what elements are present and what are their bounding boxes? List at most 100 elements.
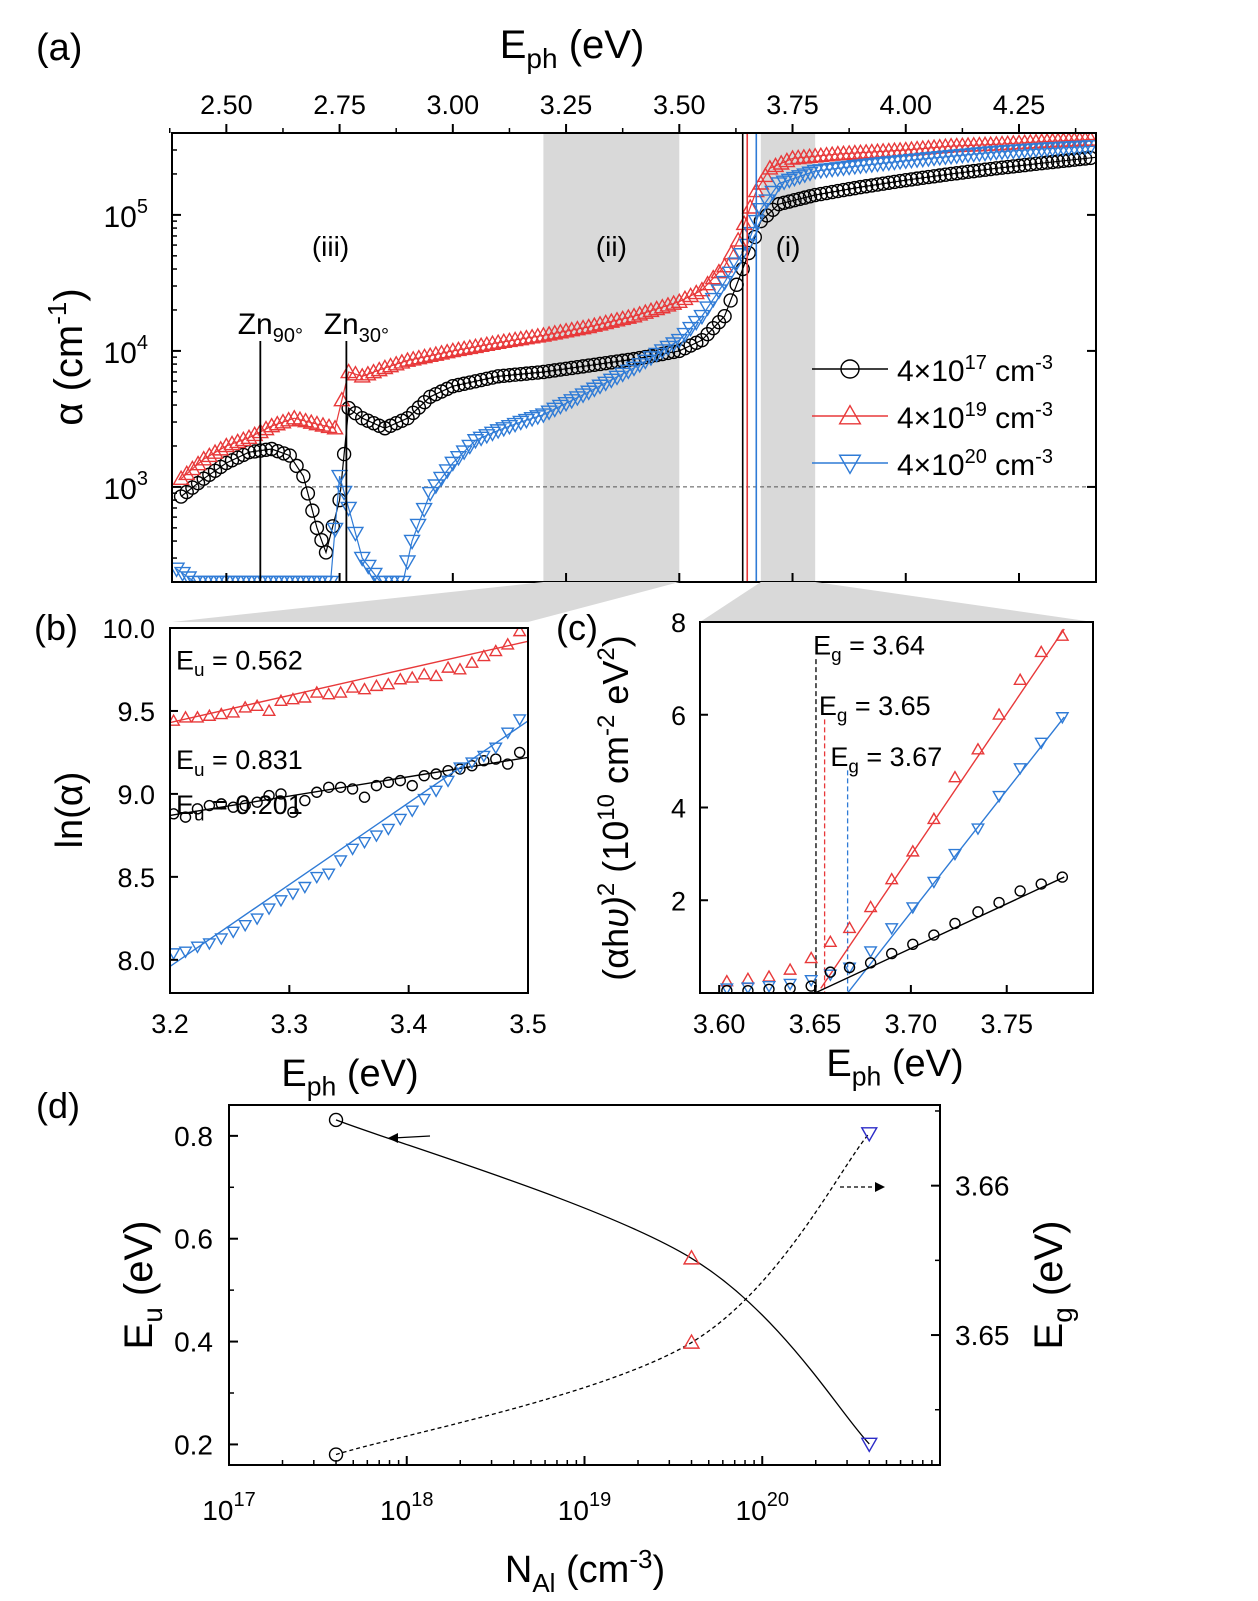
text-span: 10 [380,1495,411,1526]
data-point [502,368,517,383]
data-point [536,364,551,380]
x-tick-label: 4.25 [993,90,1046,120]
data-point [282,448,297,463]
data-point [353,367,371,383]
data-point [551,323,570,339]
data-point [563,321,581,337]
legend: 4×1017 cm-34×1019 cm-34×1020 cm-3 [812,352,1053,482]
annotation: Eu = 0.562 [176,645,303,681]
data-point [512,330,530,346]
data-point [472,336,490,353]
data-point [461,338,479,355]
data-point [715,275,734,292]
data-point [381,823,396,836]
legend-marker [838,404,862,425]
data-point [568,320,587,336]
data-point [540,325,558,341]
panel-label: (c) [556,607,598,648]
data-point [334,781,347,793]
legend-marker [840,359,860,379]
data-point [926,876,941,889]
data-point [203,799,216,812]
y-axis-title: (αhυ)2 (1010 cm-2 eV2) [593,635,636,980]
data-point [604,355,619,370]
data-point [333,855,348,868]
legend-marker [838,454,862,475]
zoom-wedge [700,582,1093,622]
data-point [553,362,568,377]
data-point [989,161,1004,176]
x-tick-label: 3.4 [390,1009,428,1039]
x-tick-label: 1018 [380,1489,433,1526]
data-point [370,361,388,377]
data-point [841,181,857,197]
series [328,1112,878,1453]
data-point [405,805,420,818]
text-span: cm [987,402,1035,435]
text-span: 2 [593,883,620,896]
data-point [359,365,377,381]
text-span: 4×10 [897,449,965,482]
data-point [766,156,785,173]
data-point [421,486,439,503]
data-point [381,357,400,373]
data-point [796,168,814,184]
text-span: E [176,645,194,675]
data-point [776,195,792,211]
data-point [178,710,193,723]
y-axis-title-left: Eu (eV) [117,1221,168,1350]
data-point [530,365,545,380]
data-point [394,575,412,582]
data-point [345,680,360,693]
data-point [804,951,819,964]
data-point [311,786,323,798]
data-point [608,311,626,327]
data-point [843,961,856,974]
data-point [698,301,717,317]
data-point [597,314,615,330]
data-point [305,503,320,518]
series [172,133,1096,485]
data-point [179,811,192,823]
data-point [285,888,300,901]
text-span: -1 [42,302,72,325]
data-point [478,335,496,352]
data-point [357,682,372,695]
data-point [418,769,430,782]
data-point [682,1333,701,1349]
text-span: u [194,805,205,826]
data-point [191,803,204,815]
x-tick-label: 1017 [202,1489,255,1526]
data-point [512,714,527,727]
data-point [625,307,643,323]
text-span: g [837,706,848,727]
data-point [445,379,461,394]
data-point [992,790,1007,804]
data-point [215,798,228,810]
data-point [275,788,287,800]
data-point [405,670,420,683]
text-span: 20 [965,446,987,468]
series [170,628,528,726]
data-point [309,520,325,536]
data-point [764,185,782,202]
data-point [444,342,462,358]
data-point [251,796,263,808]
data-point [262,417,281,433]
data-point [992,707,1007,720]
data-point [370,779,383,792]
data-point [824,966,837,978]
fit-line [847,716,1065,993]
data-point [217,437,236,453]
data-point [756,166,775,183]
data-point [263,789,275,802]
text-span: (eV) [1027,1221,1071,1308]
data-point [884,923,899,936]
data-point [227,801,239,813]
data-point [721,266,739,282]
data-point [178,946,193,959]
panel-label: (d) [36,1085,80,1126]
text-span: cm [987,449,1035,482]
data-point [417,667,432,680]
y-tick-label-left: 0.8 [174,1121,213,1152]
